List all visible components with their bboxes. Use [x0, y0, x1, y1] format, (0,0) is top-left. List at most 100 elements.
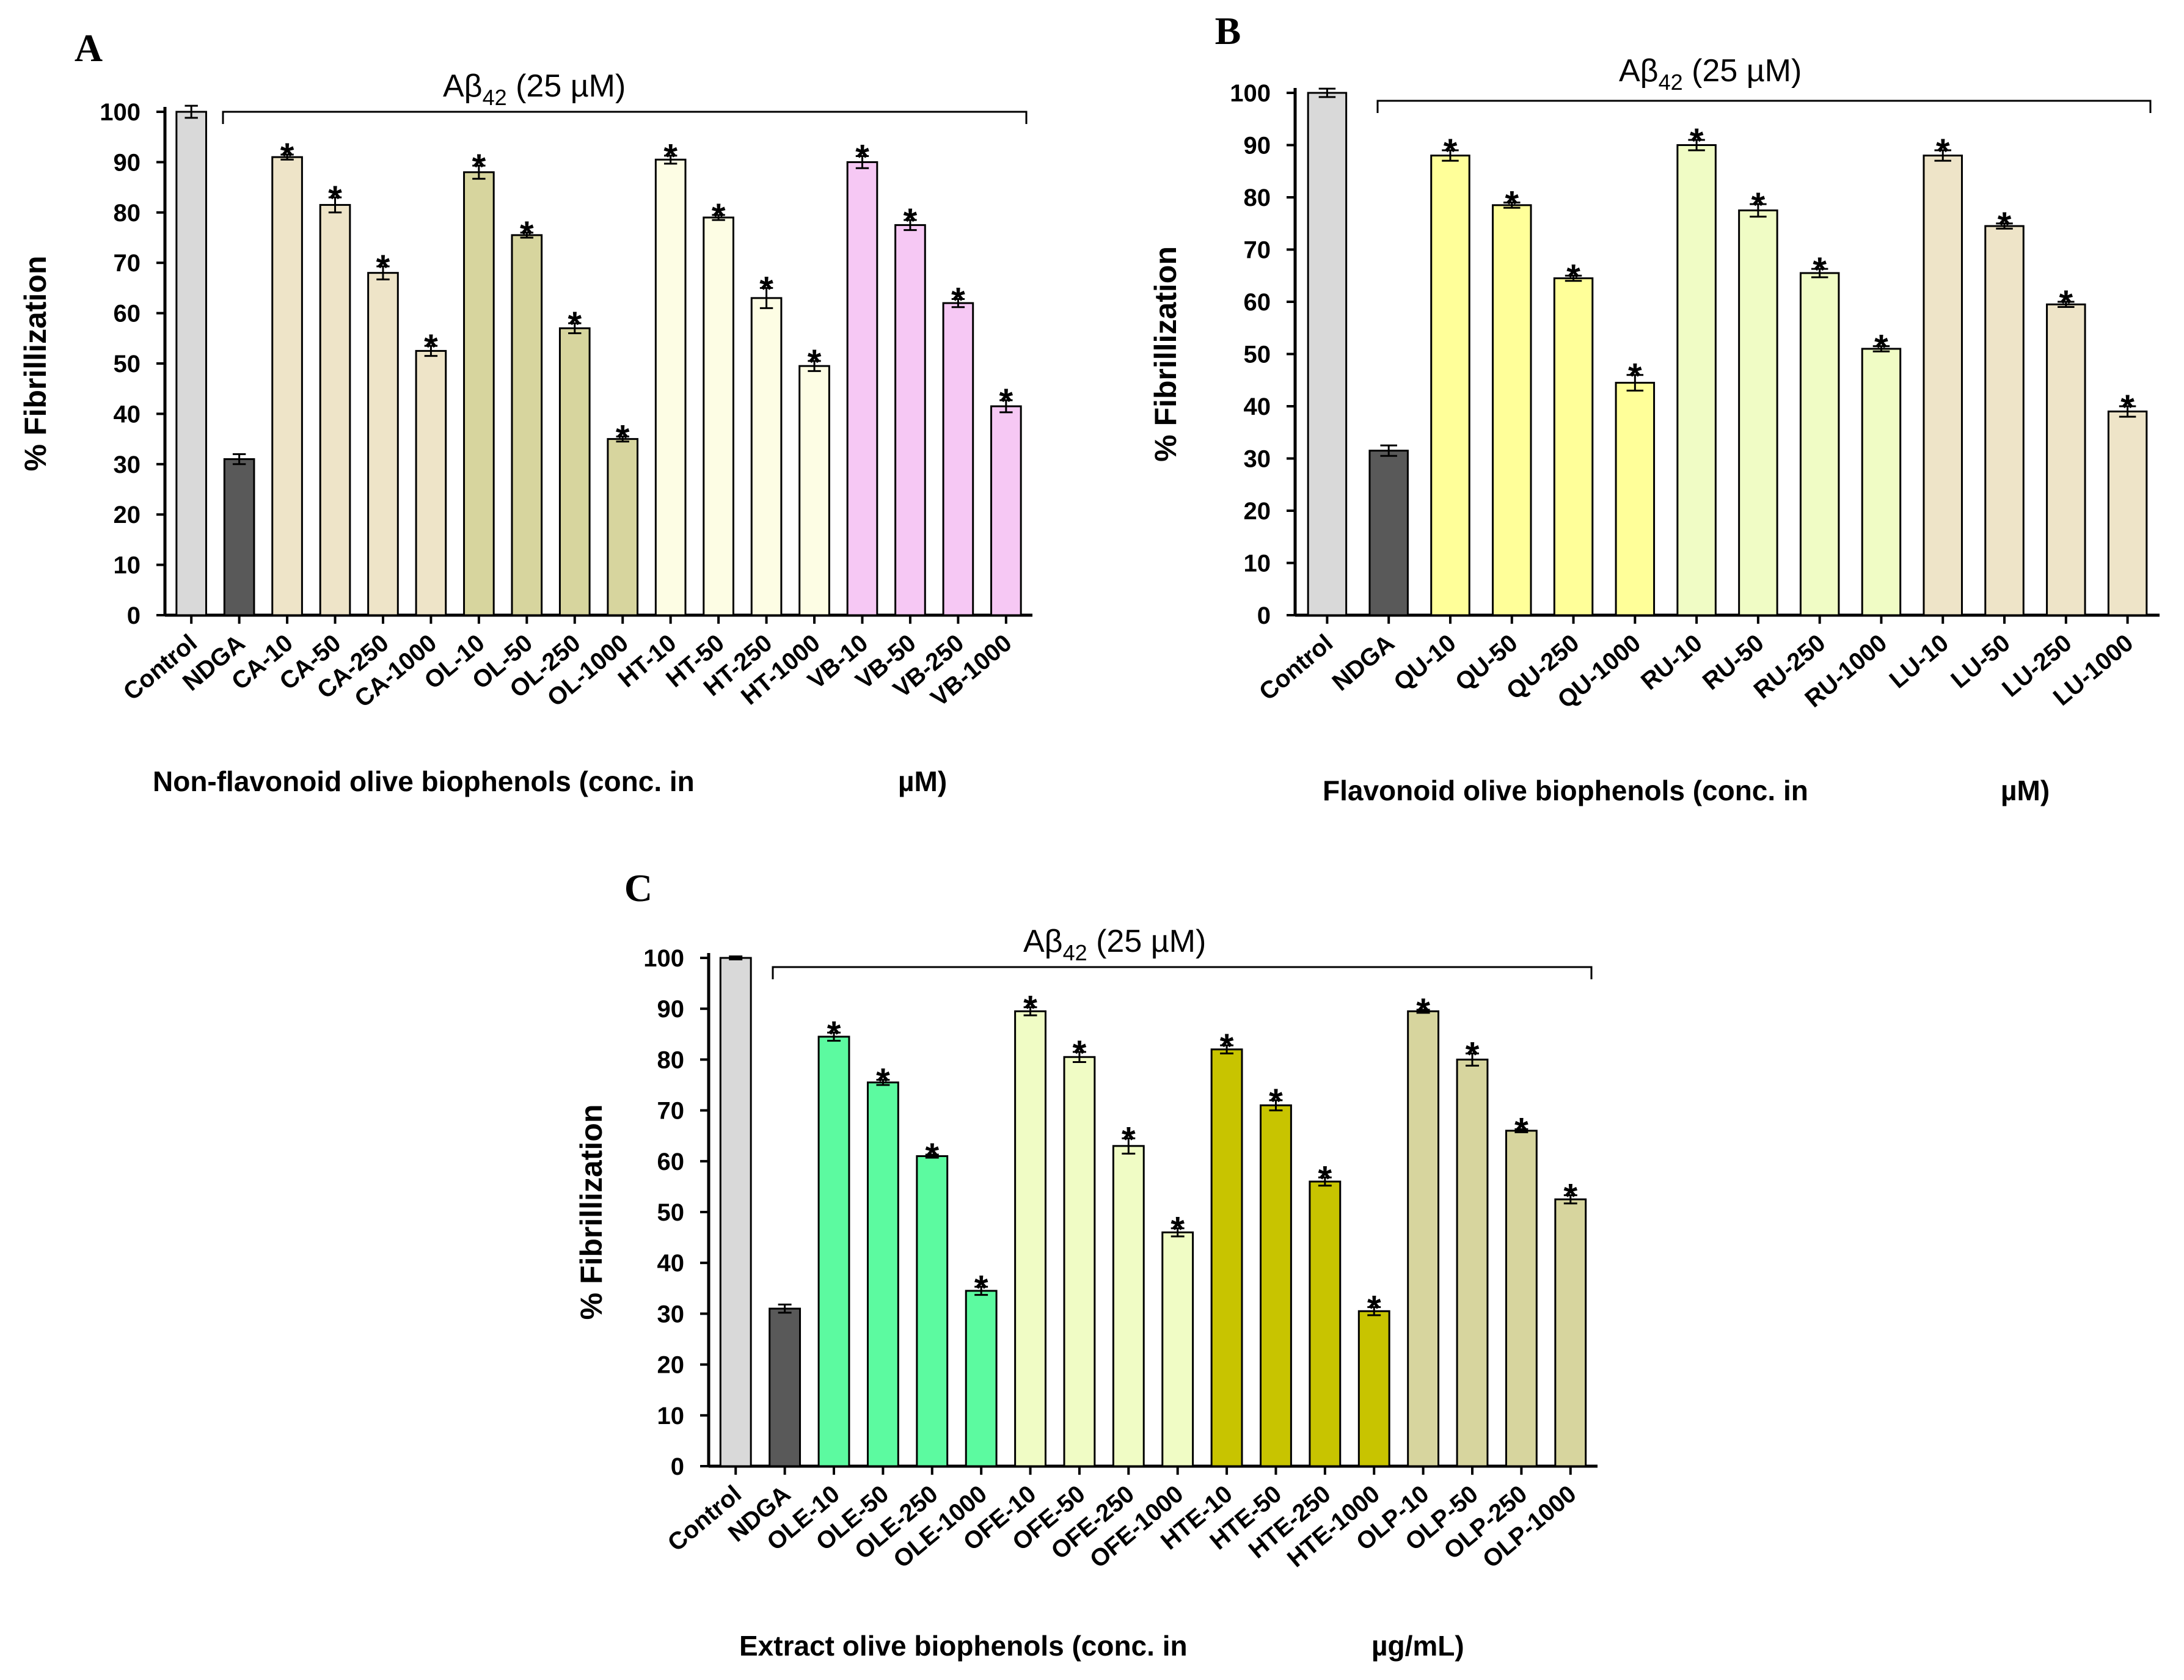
treatment-bracket — [772, 966, 1593, 979]
bar — [942, 302, 974, 616]
x-axis-title-unit: µM) — [898, 765, 947, 797]
chart-panel-b: B 0 10 20 30 40 50 60 70 80 90 100 % Fibrillization C… — [1149, 9, 2160, 806]
bar — [1861, 348, 1902, 616]
bar — [1357, 1310, 1390, 1467]
bar — [1112, 1145, 1145, 1467]
bracket-label: Aβ42 (25 µM) — [1023, 924, 1206, 965]
panel-letter: A — [75, 26, 103, 70]
bar — [1923, 155, 1963, 616]
y-tick-label: 70 — [657, 1098, 685, 1125]
x-axis-title-unit: µg/mL) — [1371, 1630, 1464, 1662]
y-tick-label: 100 — [643, 945, 684, 972]
bar — [415, 349, 447, 616]
y-tick-label: 60 — [114, 301, 141, 327]
significance-star: * — [1813, 250, 1827, 290]
y-tick-label: 20 — [657, 1352, 685, 1379]
significance-star: * — [1874, 328, 1888, 368]
x-tick-label: Control — [1254, 629, 1338, 706]
significance-star: * — [1505, 184, 1519, 224]
y-tick-label: 40 — [657, 1250, 685, 1277]
y-tick-label: 50 — [657, 1199, 685, 1226]
bar — [1309, 1180, 1342, 1467]
panel-letter: C — [624, 866, 652, 910]
bar — [1505, 1130, 1538, 1467]
panel-letter: B — [1215, 9, 1241, 53]
significance-star: * — [472, 147, 486, 187]
bar — [175, 111, 207, 616]
significance-star: * — [712, 197, 726, 236]
significance-star: * — [520, 214, 534, 254]
y-tick-label: 10 — [1244, 550, 1271, 577]
bar — [223, 458, 255, 616]
significance-star: * — [1466, 1035, 1480, 1075]
significance-star: * — [1628, 357, 1642, 396]
significance-star: * — [904, 202, 918, 241]
significance-star: * — [424, 327, 438, 367]
significance-star: * — [2059, 283, 2073, 323]
y-tick-label: 90 — [657, 996, 685, 1023]
y-tick-label: 80 — [657, 1046, 685, 1073]
significance-star: * — [759, 269, 773, 309]
bar — [916, 1155, 949, 1467]
bar — [463, 171, 495, 616]
bar — [2046, 303, 2086, 616]
y-tick-label: 20 — [114, 502, 141, 528]
y-tick-label: 40 — [1244, 393, 1271, 420]
y-axis-title: % Fibrillization — [574, 1105, 608, 1320]
significance-star: * — [1220, 1027, 1234, 1067]
bar — [750, 297, 783, 616]
significance-star: * — [1936, 132, 1950, 172]
significance-star: * — [1318, 1159, 1332, 1199]
bar — [271, 156, 303, 616]
y-axis-title: % Fibrillization — [18, 256, 53, 472]
x-tick-label: RU-10 — [1636, 629, 1707, 695]
y-tick-label: 40 — [114, 401, 141, 428]
significance-star: * — [1023, 989, 1037, 1029]
bar — [1430, 155, 1470, 616]
significance-star: * — [951, 281, 965, 321]
bracket-label: Aβ42 (25 µM) — [443, 68, 626, 110]
y-tick-label: 50 — [114, 351, 141, 378]
y-tick-label: 100 — [1230, 80, 1271, 107]
significance-star: * — [616, 418, 630, 458]
significance-star: * — [1751, 186, 1766, 225]
significance-star: * — [663, 137, 677, 177]
x-tick-label: LU-10 — [1885, 629, 1954, 693]
bar — [1210, 1048, 1243, 1467]
y-tick-label: 0 — [1257, 602, 1271, 629]
x-tick-label: NDGA — [1327, 629, 1400, 696]
significance-star: * — [1122, 1120, 1136, 1160]
bar — [558, 327, 591, 616]
y-tick-label: 60 — [657, 1149, 685, 1175]
bar — [1553, 277, 1594, 616]
significance-star: * — [925, 1136, 939, 1176]
significance-star: * — [280, 136, 294, 176]
treatment-bracket — [222, 111, 1028, 124]
y-tick-label: 70 — [1244, 237, 1271, 264]
bar — [319, 203, 351, 616]
significance-star: * — [1563, 1177, 1577, 1217]
y-tick-label: 60 — [1244, 289, 1271, 316]
treatment-bracket — [1376, 100, 2152, 113]
y-tick-label: 20 — [1244, 498, 1271, 525]
y-tick-label: 90 — [114, 149, 141, 176]
bar — [2107, 411, 2148, 616]
bar — [607, 438, 639, 616]
bar — [1456, 1058, 1489, 1467]
significance-star: * — [876, 1062, 890, 1101]
significance-star: * — [1073, 1034, 1087, 1073]
x-axis-title: Flavonoid olive biophenols (conc. in — [1323, 775, 1808, 806]
bar — [1738, 209, 1778, 616]
y-tick-label: 90 — [1244, 133, 1271, 159]
y-tick-label: 10 — [657, 1403, 685, 1430]
bar — [1554, 1198, 1587, 1467]
bar — [1260, 1104, 1292, 1467]
bar — [894, 224, 926, 616]
significance-star: * — [1690, 122, 1704, 161]
bar — [769, 1307, 802, 1467]
x-axis-title: Extract olive biophenols (conc. in — [739, 1630, 1188, 1662]
bar — [1307, 92, 1348, 616]
